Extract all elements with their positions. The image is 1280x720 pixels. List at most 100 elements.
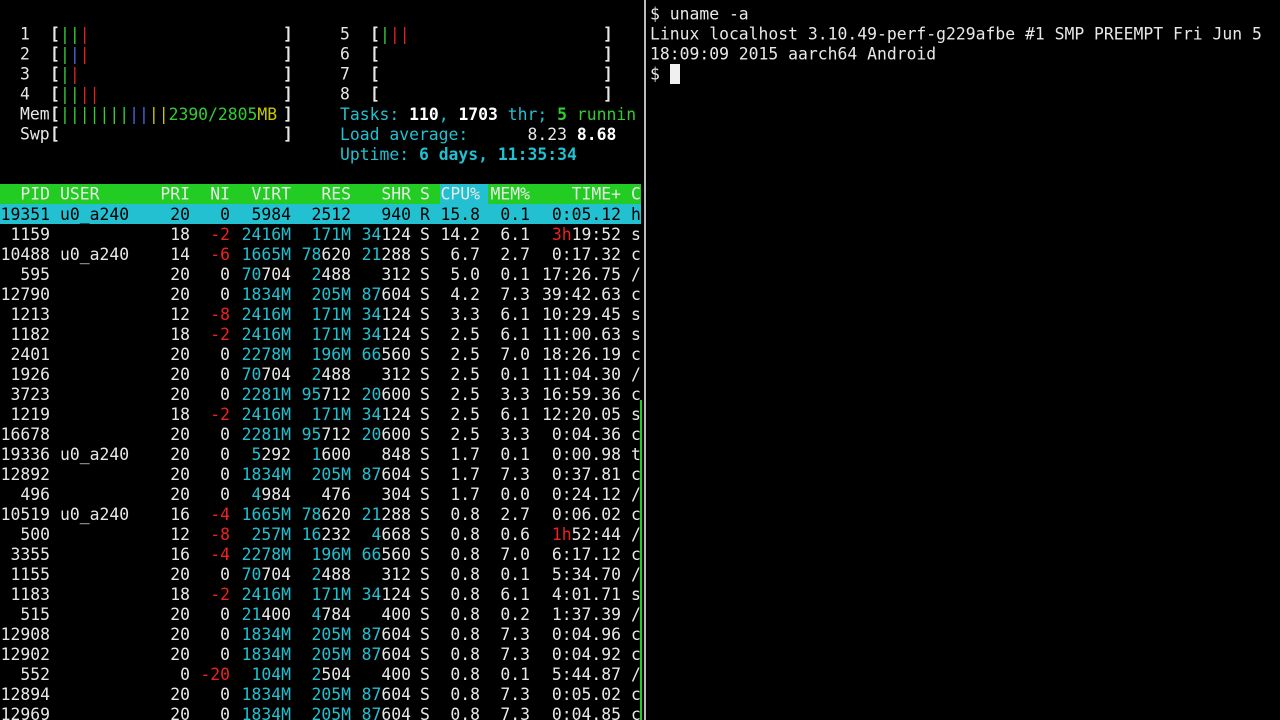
cell: 2281M <box>242 385 291 404</box>
cell: S <box>420 365 430 384</box>
cell: 12790 <box>1 285 50 304</box>
cell-text: 400 <box>381 605 411 624</box>
cell-text: c <box>631 425 641 444</box>
cell-text: 0.6 <box>500 525 530 544</box>
bracket: [ <box>50 45 60 64</box>
cell: 2281M <box>242 425 291 444</box>
cell-text: 292 <box>261 445 291 464</box>
bracket: ] <box>603 25 613 44</box>
cell-text: 0:04.92 <box>552 645 621 664</box>
cell: 1665M <box>242 505 291 524</box>
cell: 20 <box>170 265 190 284</box>
bracket: ] <box>603 45 613 64</box>
cell-text: 848 <box>381 445 411 464</box>
cpu-label: 8 <box>340 85 350 104</box>
cell: 0.8 <box>450 625 480 644</box>
segment-line: ||| <box>60 45 90 64</box>
terminal-line: $ uname -a <box>650 5 749 24</box>
cell-text: 87 <box>362 285 382 304</box>
cell: 0.8 <box>450 525 480 544</box>
cell: 205M <box>312 685 352 704</box>
cell: S <box>420 565 430 584</box>
cell-text: 0 <box>220 385 230 404</box>
cell-text: 0.1 <box>500 265 530 284</box>
cell-text: 18 <box>170 325 190 344</box>
cell: / <box>631 265 641 284</box>
cell-text: 5:34.70 <box>552 565 621 584</box>
cell: 3355 <box>11 545 50 564</box>
cell-text: 1.7 <box>450 445 480 464</box>
cell-text: 16 <box>302 525 322 544</box>
cell-text: S <box>420 685 430 704</box>
cell-text: 87 <box>362 625 382 644</box>
bracket: ] <box>283 25 293 44</box>
cell: 21288 <box>362 245 411 264</box>
cell-text: S <box>420 305 430 324</box>
cell-text: 4:01.71 <box>552 585 621 604</box>
cell-text: 4.2 <box>450 285 480 304</box>
cell: 0.1 <box>500 445 530 464</box>
cell: 4984 <box>252 485 292 504</box>
cell-text: 20 <box>170 685 190 704</box>
cell: 6:17.12 <box>552 545 621 564</box>
meter-label: Swp <box>20 125 50 144</box>
cell: 0:04.96 <box>552 625 621 644</box>
cell-text: 488 <box>321 365 351 384</box>
cell-text: 66 <box>362 545 382 564</box>
cell-text: 600 <box>381 385 411 404</box>
cell-text: 0.1 <box>500 365 530 384</box>
segment: 5 <box>557 105 567 124</box>
cell-text: 7.0 <box>500 345 530 364</box>
cell-text: S <box>420 565 430 584</box>
cell-text: 784 <box>321 605 351 624</box>
cell-text: s <box>631 405 641 424</box>
cell: 2488 <box>312 265 351 284</box>
cell-text: 95 <box>302 385 322 404</box>
cell: 171M <box>312 585 352 604</box>
cell-text: S <box>420 285 430 304</box>
cell-text: 20 <box>170 345 190 364</box>
cell-text: 1834M <box>242 625 291 644</box>
cell: 16 <box>170 505 190 524</box>
cell-text: 312 <box>381 565 411 584</box>
cell: 500 <box>20 525 50 544</box>
cell: 0.8 <box>450 645 480 664</box>
cell-text: 488 <box>321 265 351 284</box>
cell-text: 171M <box>312 585 352 604</box>
cell: 3.3 <box>500 425 530 444</box>
cell-text: 12902 <box>1 645 50 664</box>
cell: 0.8 <box>450 505 480 524</box>
cell-text: 16 <box>170 545 190 564</box>
cell-text: c <box>631 685 641 704</box>
cell-text: 2278M <box>242 345 291 364</box>
cell: 2416M <box>242 305 291 324</box>
segment: || <box>80 85 100 104</box>
cell-text: / <box>631 485 641 504</box>
cell: 3.3 <box>450 305 480 324</box>
cell: 12969 <box>1 705 50 720</box>
bracket: [ <box>50 65 60 84</box>
cell: 171M <box>312 405 352 424</box>
cell-text: / <box>631 665 641 684</box>
cell: 15.8 <box>441 205 480 224</box>
cell: 17:26.75 <box>542 265 621 284</box>
cell-text: c <box>631 345 641 364</box>
pane-edge <box>640 400 642 720</box>
cell: 7.3 <box>500 465 530 484</box>
cell-text: 515 <box>20 605 50 624</box>
cell: S <box>420 605 430 624</box>
cell: 10:29.45 <box>542 305 621 324</box>
cell-text: 18:26.19 <box>542 345 621 364</box>
cell: 20 <box>170 285 190 304</box>
cell-text: S <box>420 465 430 484</box>
cell: / <box>631 665 641 684</box>
cell: 20 <box>170 205 190 224</box>
cell: 205M <box>312 465 352 484</box>
cell: 0:24.12 <box>552 485 621 504</box>
cell: 1.7 <box>450 485 480 504</box>
cell-text: 232 <box>321 525 351 544</box>
cell-text: 0:17.32 <box>552 245 621 264</box>
cell-text: 0 <box>220 365 230 384</box>
cell-text: 2281M <box>242 385 291 404</box>
